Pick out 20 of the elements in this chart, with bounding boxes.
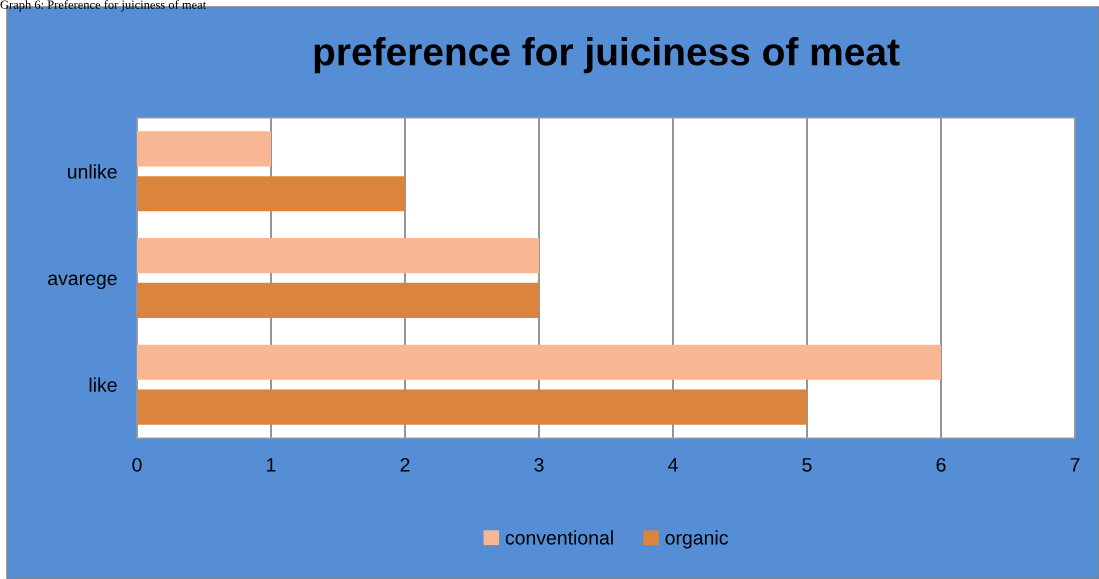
bar: [137, 389, 807, 425]
x-tick-label: 0: [132, 457, 142, 472]
y-tick-label: avarege: [48, 274, 117, 290]
bar: [137, 238, 539, 274]
y-tick-label: unlike: [68, 164, 117, 179]
x-tick-label: 2: [400, 457, 410, 472]
legend-label: conventional: [505, 530, 613, 545]
bar: [137, 176, 405, 212]
legend-label: organic: [665, 530, 728, 549]
x-tick-label: 7: [1070, 458, 1080, 472]
x-tick-label: 4: [668, 458, 678, 472]
y-tick-label: like: [89, 377, 117, 392]
bar: [137, 282, 539, 318]
chart-title: preference for juiciness of meat: [314, 37, 900, 74]
x-tick-label: 3: [534, 457, 544, 472]
x-tick-label: 1: [267, 458, 276, 472]
x-tick-label: 6: [936, 457, 946, 472]
bar: [137, 344, 941, 380]
x-tick-label: 5: [802, 458, 812, 472]
bar: [137, 131, 271, 167]
